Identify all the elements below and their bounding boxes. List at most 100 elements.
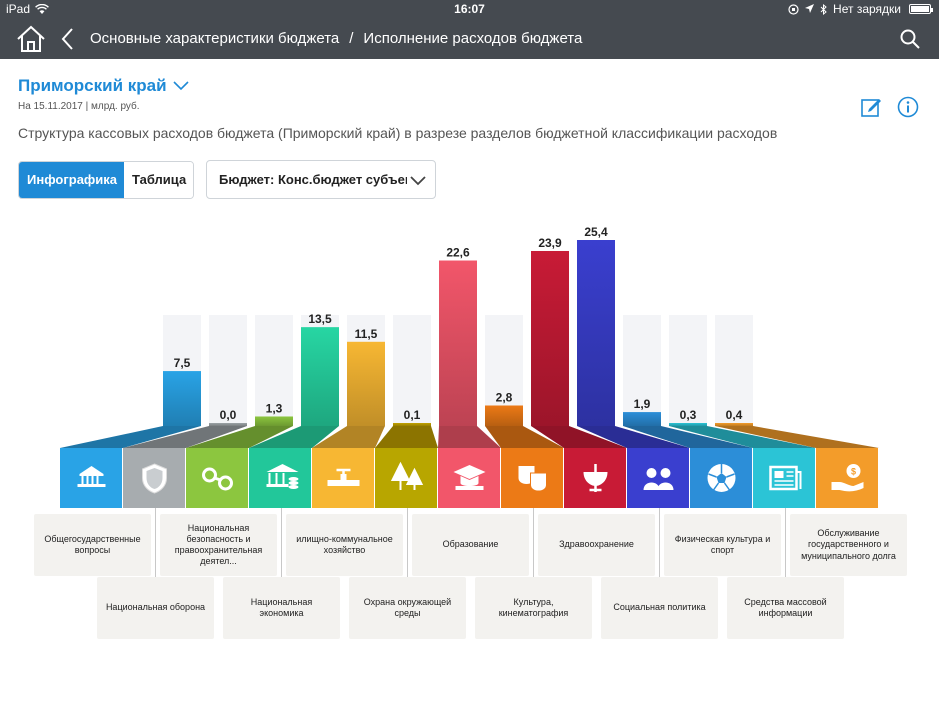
connector-ribbon (531, 426, 627, 448)
info-icon[interactable] (897, 96, 919, 118)
connector-ribbon (312, 426, 385, 448)
government-building-icon (77, 466, 106, 487)
bar (209, 423, 247, 426)
category-tile[interactable] (753, 448, 815, 508)
category-label: Национальная оборона (97, 577, 214, 639)
category-tile[interactable] (627, 448, 689, 508)
bar (255, 416, 293, 426)
status-time: 16:07 (454, 2, 485, 16)
bar (393, 423, 431, 426)
bank-coins-icon (266, 464, 299, 489)
wifi-icon (35, 3, 49, 14)
bar-shadow (623, 315, 661, 426)
svg-text:$: $ (851, 467, 856, 477)
label-leader-line (281, 508, 282, 577)
chevron-down-icon[interactable] (409, 171, 427, 189)
people-group-icon (643, 468, 674, 490)
connector-ribbon (485, 426, 564, 448)
bar-value-label: 13,5 (308, 312, 332, 326)
bar (163, 371, 201, 426)
connector-ribbon (60, 426, 201, 448)
category-label: Образование (412, 514, 529, 576)
bluetooth-icon (820, 3, 827, 15)
budget-select-value: Бюджет: Конс.бюджет субъекта (219, 172, 407, 187)
category-label: Здравоохранение (538, 514, 655, 576)
chevron-down-icon[interactable] (172, 81, 189, 91)
category-label: Физическая культура и спорт (664, 514, 781, 576)
handcuffs-icon (202, 467, 233, 491)
bar (485, 405, 523, 426)
trees-icon (390, 461, 424, 490)
soccer-ball-icon (707, 464, 736, 492)
category-tile[interactable] (186, 448, 248, 508)
connector-ribbon (123, 426, 247, 448)
bar-value-label: 1,9 (634, 397, 651, 411)
budget-select[interactable]: Бюджет: Конс.бюджет субъекта (206, 160, 436, 199)
category-label: Национальная экономика (223, 577, 340, 639)
region-name[interactable]: Приморский край (18, 76, 167, 95)
category-tile[interactable] (690, 448, 752, 508)
tile-background (627, 448, 689, 508)
bar-value-label: 2,8 (496, 390, 513, 404)
expenses-chart: 7,5 0,0 1,3 13,5 11,5 0,1 22,6 2,8 23,9 25,4 1,9 0,… (60, 225, 879, 508)
label-leader-line (533, 508, 534, 577)
connector-ribbon (669, 426, 816, 448)
search-icon[interactable] (899, 28, 921, 50)
connector-ribbon (438, 426, 501, 448)
rotation-lock-icon (788, 3, 799, 15)
chart-subtitle: Структура кассовых расходов бюджета (При… (18, 125, 778, 141)
category-tile[interactable] (123, 448, 185, 508)
category-tile[interactable] (249, 448, 311, 508)
bar-shadow (715, 315, 753, 426)
category-tile[interactable] (501, 448, 563, 508)
category-label: Охрана окружающей среды (349, 577, 466, 639)
bar-value-label: 1,3 (266, 401, 283, 415)
label-leader-line (155, 508, 156, 577)
status-bar: iPad 16:07 Нет зарядки (0, 0, 939, 19)
category-label: илищно-коммунальное хозяйство (286, 514, 403, 576)
breadcrumb-item-main[interactable]: Основные характеристики бюджета (90, 30, 340, 47)
tile-background (60, 448, 122, 508)
money-hand-icon: $ (831, 464, 864, 492)
bar (439, 260, 477, 426)
tile-background (816, 448, 878, 508)
category-label: Культура, кинематография (475, 577, 592, 639)
category-label: Национальная безопасность и правоохранит… (160, 514, 277, 576)
category-tile[interactable] (60, 448, 122, 508)
bar-value-label: 7,5 (174, 356, 191, 370)
region-selector[interactable]: Приморский край (18, 76, 189, 96)
tab-infographic[interactable]: Инфографика (19, 162, 124, 198)
shield-icon (142, 463, 167, 494)
category-tile[interactable] (375, 448, 437, 508)
bar-value-label: 25,4 (584, 225, 608, 239)
bar (347, 341, 385, 426)
tile-background (249, 448, 311, 508)
category-tile[interactable] (438, 448, 500, 508)
edit-icon[interactable] (860, 96, 882, 118)
status-left: iPad (6, 2, 49, 16)
category-tile[interactable] (564, 448, 626, 508)
status-right: Нет зарядки (788, 2, 933, 16)
bar (623, 412, 661, 426)
category-tile[interactable]: $ (816, 448, 878, 508)
home-icon[interactable] (16, 25, 46, 53)
bar-value-label: 11,5 (355, 327, 378, 341)
report-date: На 15.11.2017 | млрд. руб. (18, 101, 140, 112)
bar-shadow (393, 315, 431, 426)
breadcrumb-item-current: Исполнение расходов бюджета (363, 30, 583, 47)
breadcrumb-separator: / (349, 30, 354, 47)
label-leader-line (407, 508, 408, 577)
tab-table[interactable]: Таблица (124, 162, 193, 198)
battery-icon (909, 4, 933, 14)
category-label: Социальная политика (601, 577, 718, 639)
bar (301, 327, 339, 426)
device-name: iPad (6, 2, 31, 16)
medical-snake-icon (583, 464, 608, 492)
connector-ribbon (186, 426, 293, 448)
back-chevron-icon[interactable] (60, 27, 76, 51)
bar-shadow (255, 315, 293, 426)
bar-value-label: 22,6 (446, 246, 470, 260)
bar (531, 250, 569, 426)
bar (715, 423, 753, 426)
category-tile[interactable] (312, 448, 374, 508)
